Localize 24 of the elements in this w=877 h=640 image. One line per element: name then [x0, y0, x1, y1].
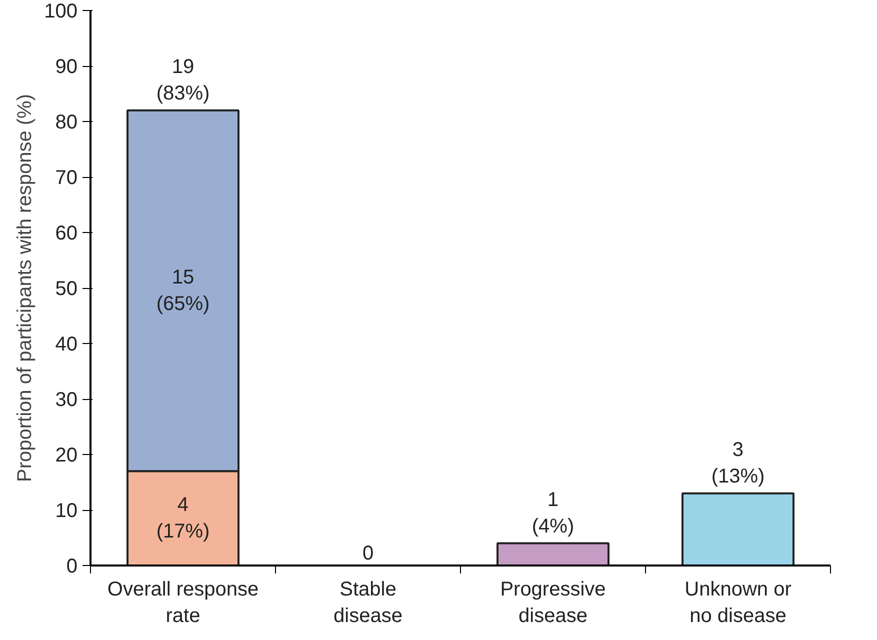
x-tick-label: Overall response rate	[107, 578, 259, 627]
y-tick-label: 0	[66, 556, 78, 578]
y-tick-label: 60	[55, 222, 78, 244]
data-label: 3 (13%)	[711, 438, 765, 488]
y-tick-label: 100	[44, 0, 78, 22]
y-tick-label: 70	[55, 167, 78, 189]
bar	[682, 492, 794, 566]
data-label: 1 (4%)	[532, 488, 574, 538]
y-tick-label: 80	[55, 112, 78, 134]
data-label: 4 (17%)	[156, 494, 210, 543]
y-tick-label: 20	[55, 444, 78, 466]
y-tick-label: 40	[55, 334, 78, 356]
y-tick-label: 10	[55, 500, 78, 522]
y-tick-label: 50	[55, 278, 78, 300]
y-axis-title: Proportion of participants with response (%)	[14, 94, 36, 482]
y-tick-label: 90	[55, 56, 78, 78]
y-tick-label: 30	[55, 389, 78, 411]
x-tick-label: Unknown or no disease	[684, 578, 792, 627]
x-tick-label: Progressive disease	[500, 578, 606, 627]
data-label: 0	[362, 542, 374, 564]
total-label: 19 (83%)	[156, 56, 210, 104]
data-label: 15 (65%)	[156, 266, 210, 315]
x-tick-label: Stable disease	[334, 578, 402, 627]
bar	[496, 542, 610, 566]
